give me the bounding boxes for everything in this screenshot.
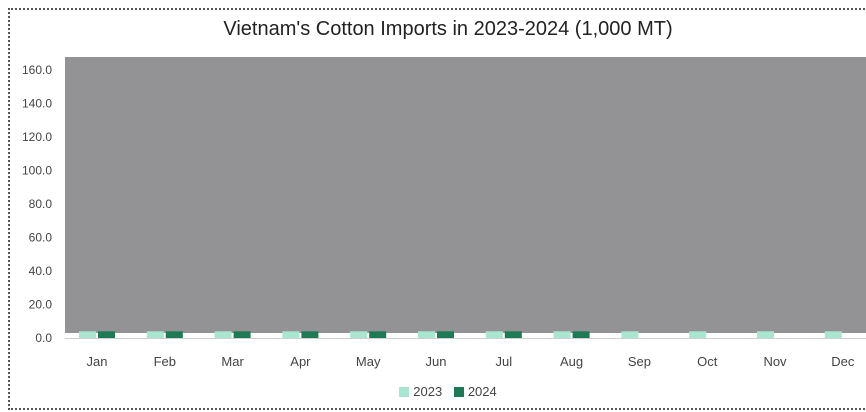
bar-2024-apr bbox=[301, 331, 319, 338]
x-tick-label-dec: Dec bbox=[831, 354, 855, 369]
x-tick-label-jun: Jun bbox=[426, 354, 447, 369]
bar-2023-mar bbox=[214, 331, 232, 338]
legend-label-2023: 2023 bbox=[413, 384, 443, 399]
y-axis: 0.0 20.0 40.0 60.0 80.0 100.0 120.0 140.0 160.0 bbox=[22, 63, 52, 345]
chart-title: Vietnam's Cotton Imports in 2023-2024 (1… bbox=[223, 18, 673, 40]
y-tick-label: 60.0 bbox=[29, 231, 53, 245]
x-tick-label-oct: Oct bbox=[697, 354, 718, 369]
legend-label-2024: 2024 bbox=[467, 384, 497, 399]
legend-swatch-2023 bbox=[399, 386, 410, 397]
y-tick-label: 100.0 bbox=[22, 164, 52, 178]
bars-group bbox=[79, 331, 842, 338]
y-tick-label: 20.0 bbox=[29, 298, 53, 312]
legend-item-2023[interactable]: 2023 bbox=[399, 384, 442, 399]
bar-2024-may bbox=[369, 331, 387, 338]
x-tick-label-apr: Apr bbox=[290, 354, 311, 369]
bar-2023-dec bbox=[824, 331, 842, 338]
x-tick-label-jul: Jul bbox=[495, 354, 512, 369]
bar-2024-jul bbox=[504, 331, 522, 338]
bar-2024-jun bbox=[437, 331, 454, 338]
chart-frame bbox=[8, 8, 866, 410]
x-tick-label-mar: Mar bbox=[221, 354, 244, 369]
x-tick-label-may: May bbox=[356, 354, 381, 369]
x-tick-label-feb: Feb bbox=[154, 354, 176, 369]
bar-2023-jul bbox=[485, 331, 503, 338]
bar-2024-jan bbox=[98, 331, 115, 338]
y-tick-label: 80.0 bbox=[29, 197, 53, 211]
x-tick-label-sep: Sep bbox=[628, 354, 651, 369]
legend: 2023 2024 bbox=[0, 384, 866, 400]
bar-2023-jan bbox=[79, 331, 96, 338]
bar-2024-aug bbox=[572, 331, 590, 338]
x-tick-label-aug: Aug bbox=[560, 354, 583, 369]
y-tick-label: 120.0 bbox=[22, 130, 52, 144]
bar-2023-feb bbox=[146, 331, 164, 338]
x-axis: Jan Feb Mar Apr May Jun Jul Aug Sep Oct Nov Dec bbox=[87, 354, 855, 369]
bar-2023-sep bbox=[621, 331, 639, 338]
bar-2023-aug bbox=[553, 331, 571, 338]
legend-swatch-2024 bbox=[453, 386, 464, 397]
y-tick-label: 0.0 bbox=[35, 331, 52, 345]
y-tick-label: 140.0 bbox=[22, 97, 52, 111]
x-tick-label-jan: Jan bbox=[87, 354, 108, 369]
bar-2023-apr bbox=[282, 331, 300, 338]
bar-2023-nov bbox=[757, 331, 774, 338]
bar-2023-oct bbox=[689, 331, 707, 338]
bar-2024-feb bbox=[165, 331, 183, 338]
y-tick-label: 160.0 bbox=[22, 63, 52, 77]
legend-item-2024[interactable]: 2024 bbox=[453, 384, 497, 399]
bar-2023-jun bbox=[418, 331, 435, 338]
bar-2023-may bbox=[350, 331, 368, 338]
y-tick-label: 40.0 bbox=[29, 264, 53, 278]
bar-2024-mar bbox=[233, 331, 251, 338]
x-tick-label-nov: Nov bbox=[763, 354, 787, 369]
gray-overlay-panel bbox=[65, 57, 866, 333]
